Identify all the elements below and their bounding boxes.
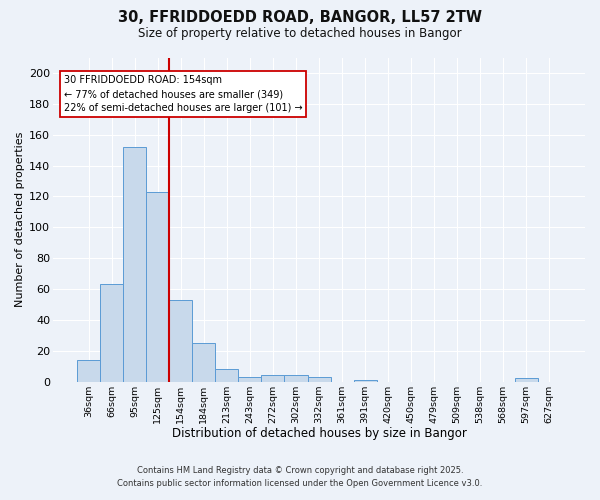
- Bar: [215, 369, 238, 382]
- Text: Size of property relative to detached houses in Bangor: Size of property relative to detached ho…: [138, 28, 462, 40]
- Bar: [238, 377, 262, 382]
- Bar: [100, 284, 124, 382]
- Y-axis label: Number of detached properties: Number of detached properties: [15, 132, 25, 307]
- Text: 30 FFRIDDOEDD ROAD: 154sqm
← 77% of detached houses are smaller (349)
22% of sem: 30 FFRIDDOEDD ROAD: 154sqm ← 77% of deta…: [64, 76, 302, 114]
- Bar: [515, 378, 538, 382]
- Bar: [308, 377, 331, 382]
- Bar: [77, 360, 100, 382]
- Text: 30, FFRIDDOEDD ROAD, BANGOR, LL57 2TW: 30, FFRIDDOEDD ROAD, BANGOR, LL57 2TW: [118, 10, 482, 25]
- Bar: [353, 380, 377, 382]
- X-axis label: Distribution of detached houses by size in Bangor: Distribution of detached houses by size …: [172, 427, 466, 440]
- Bar: [146, 192, 169, 382]
- Bar: [193, 343, 215, 382]
- Bar: [262, 376, 284, 382]
- Bar: [124, 147, 146, 382]
- Text: Contains HM Land Registry data © Crown copyright and database right 2025.
Contai: Contains HM Land Registry data © Crown c…: [118, 466, 482, 487]
- Bar: [169, 300, 193, 382]
- Bar: [284, 376, 308, 382]
